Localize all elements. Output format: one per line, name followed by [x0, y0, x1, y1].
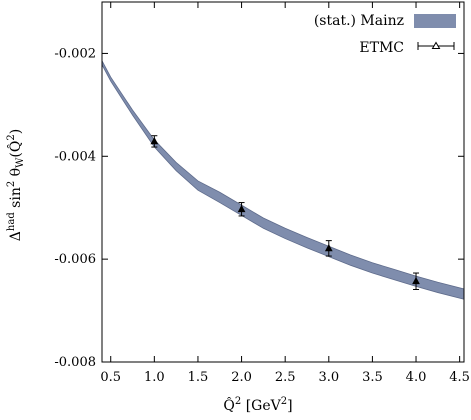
etmc-point: [237, 202, 246, 217]
mainz-band-area: [101, 60, 465, 300]
x-tick-label: 2.0: [231, 370, 252, 385]
x-tick-label: 4.0: [406, 370, 427, 385]
x-axis-label: Q̂2 [GeV2]: [223, 396, 292, 414]
legend-marker-etmc: [417, 41, 455, 50]
legend-label-mainz: (stat.) Mainz: [314, 13, 404, 29]
x-tick-label: 3.5: [362, 370, 383, 385]
y-tick-label: -0.002: [54, 46, 96, 61]
x-tick-label: 1.5: [188, 370, 209, 385]
etmc-point: [324, 240, 333, 257]
y-axis-label: Δhad sin2 θW(Q̂2): [6, 129, 26, 241]
y-tick-label: -0.004: [54, 149, 96, 164]
x-tick-label: 1.0: [144, 370, 165, 385]
plot-frame: [101, 1, 465, 363]
x-tick-label: 0.5: [100, 370, 121, 385]
x-tick-label: 3.0: [318, 370, 339, 385]
legend-swatch-mainz: [414, 14, 456, 28]
x-tick-label: 2.5: [275, 370, 296, 385]
x-axis: 0.5 1.0 1.5 2.0 2.5 3.0 3.5 4.0 4.5: [100, 2, 470, 385]
etmc-point: [412, 272, 420, 290]
mainz-band: [101, 60, 465, 300]
legend-label-etmc: ETMC: [359, 40, 404, 56]
etmc-point: [150, 135, 159, 148]
x-tick-label: 4.5: [449, 370, 470, 385]
y-axis: -0.008 -0.006 -0.004 -0.002: [54, 46, 464, 370]
y-tick-label: -0.006: [54, 252, 96, 267]
y-tick-label: -0.008: [54, 355, 96, 370]
etmc-points: [150, 135, 420, 290]
legend: (stat.) Mainz ETMC: [314, 13, 456, 56]
